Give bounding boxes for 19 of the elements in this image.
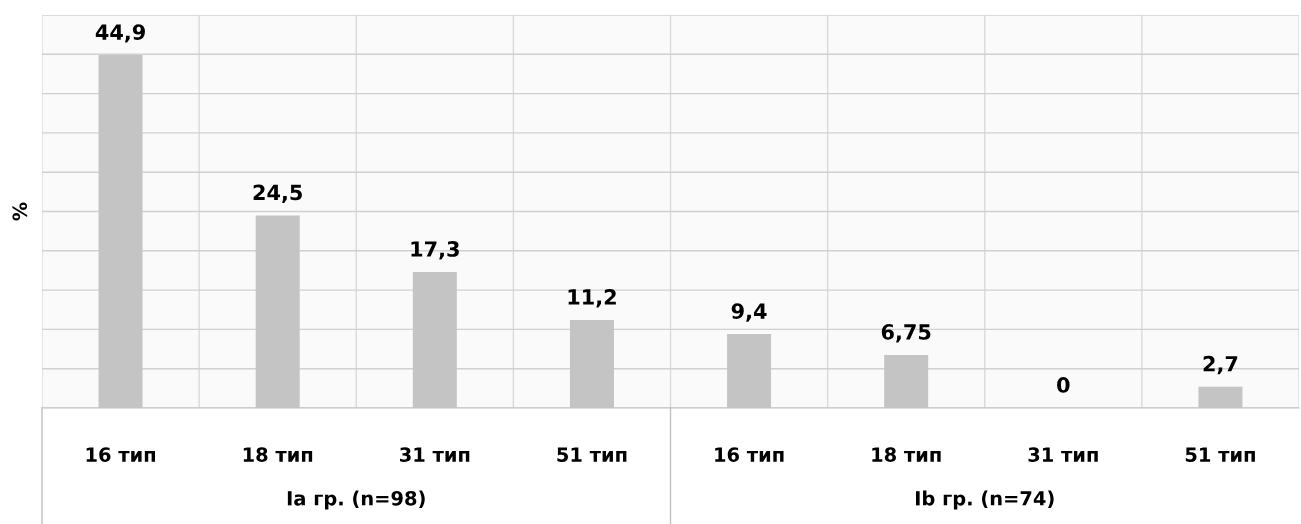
y-axis-title: % xyxy=(12,202,28,221)
data-label: 0 xyxy=(1057,377,1070,393)
x-tick-label: 31 тип xyxy=(1028,447,1098,462)
data-label: 2,7 xyxy=(1203,355,1238,375)
text: Ia гр. (n=98) xyxy=(287,490,425,510)
x-tick-label: 51 тип xyxy=(557,447,627,462)
x-tick-label: 31 тип xyxy=(400,447,470,462)
data-label: 9,4 xyxy=(731,303,767,322)
data-label: 24,5 xyxy=(253,184,302,203)
x-tick-label: 16 тип xyxy=(715,447,784,462)
data-label: 17,3 xyxy=(411,241,459,260)
x-tick-label: 16 тип xyxy=(86,447,156,462)
data-label: 44,9 xyxy=(95,24,145,43)
x-tick-label: 18 тип xyxy=(243,447,313,462)
text: Ib гр. (n=74) xyxy=(915,490,1054,510)
data-label: 11,2 xyxy=(568,289,616,308)
x-tick-label: 51 тип xyxy=(1185,447,1255,462)
data-label: 6,75 xyxy=(881,324,931,343)
x-tick-label: 18 тип xyxy=(872,447,941,462)
